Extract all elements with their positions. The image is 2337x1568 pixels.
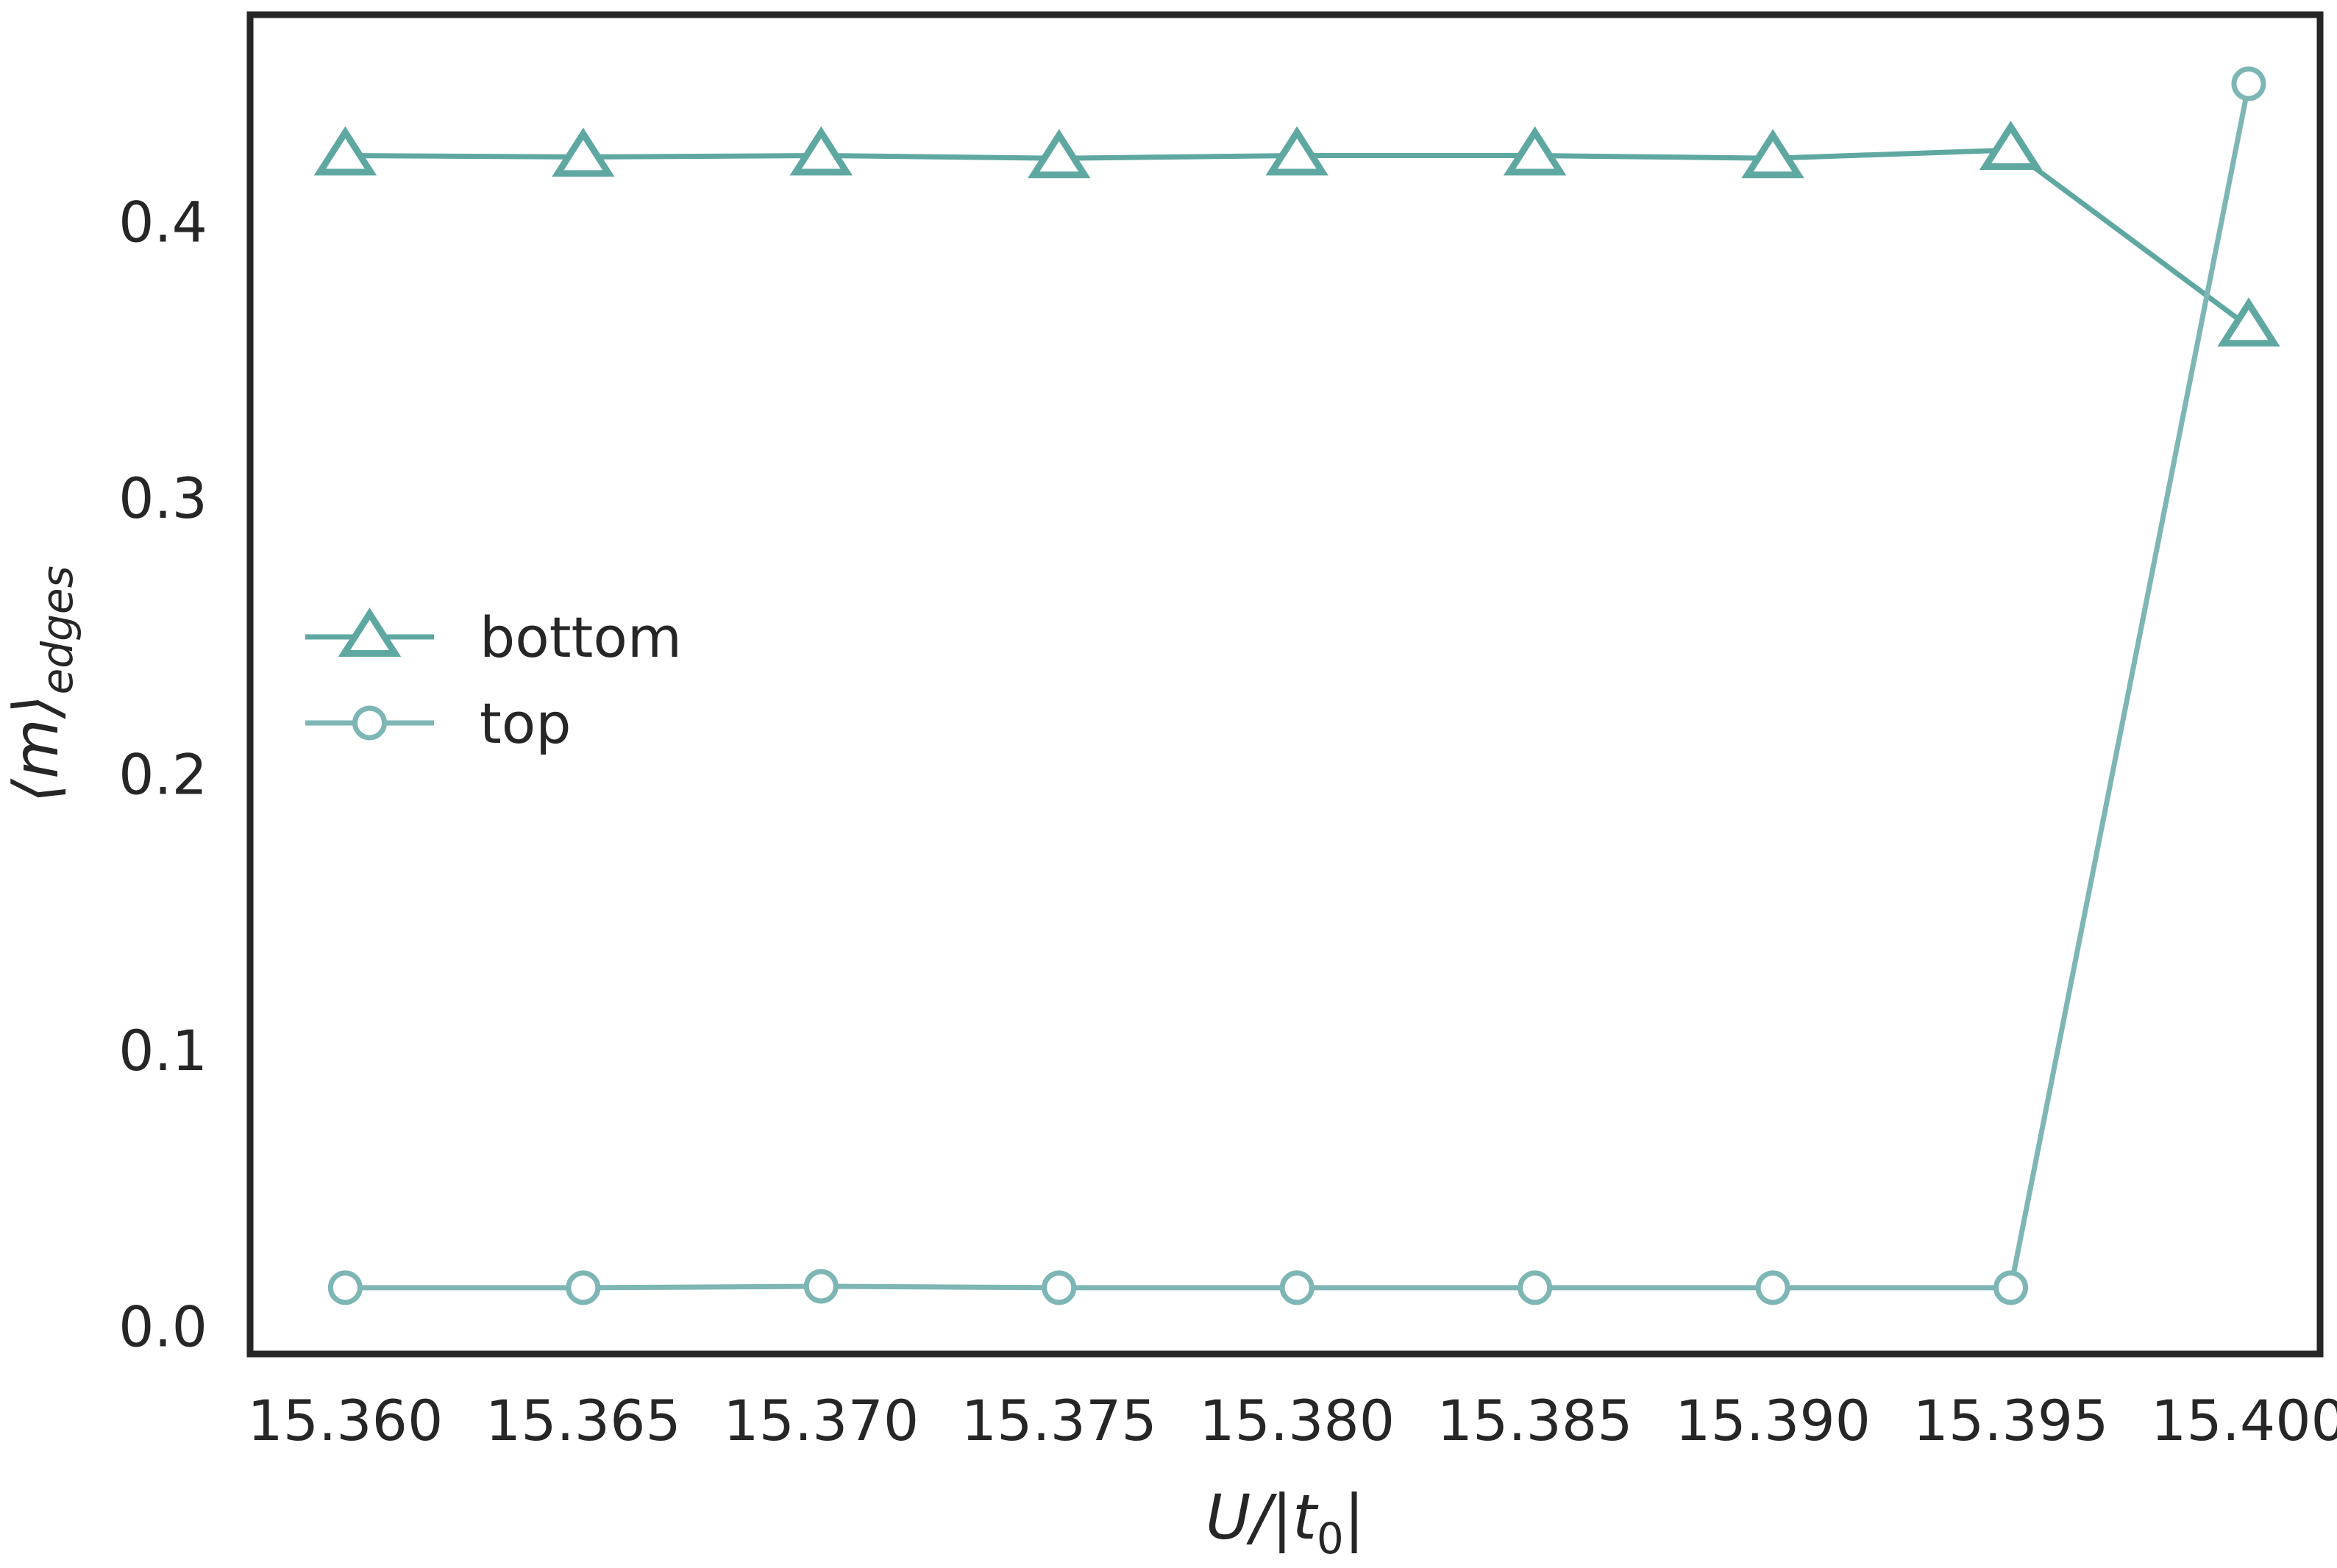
x-tick-label: 15.360 [247, 1388, 443, 1453]
x-tick-label: 15.395 [1913, 1388, 2109, 1453]
series-bottom [313, 121, 2280, 347]
data-point-bottom [789, 126, 853, 176]
x-tick-label: 15.365 [485, 1388, 681, 1453]
y-label-subscript: edges [32, 566, 82, 694]
y-tick-label: 0.3 [118, 466, 207, 531]
y-tick-label: 0.0 [118, 1294, 207, 1359]
x-tick-label: 15.370 [723, 1388, 919, 1453]
data-point-bottom [2217, 297, 2280, 347]
y-tick-label: 0.4 [118, 190, 207, 255]
plot-frame [246, 11, 2324, 1358]
legend-label: top [480, 691, 572, 756]
data-point-bottom [552, 127, 615, 177]
series-top [327, 66, 2266, 1305]
data-point-top [1279, 1270, 1315, 1305]
data-point-bottom [1265, 126, 1328, 176]
data-point-top [2231, 66, 2266, 101]
data-point-top [327, 1270, 363, 1305]
data-point-bottom [1503, 126, 1567, 176]
legend-item-bottom: bottom [305, 605, 682, 670]
y-axis-label: ⟨m⟩edges [0, 566, 82, 803]
series-layer [313, 66, 2280, 1305]
x-tick-labels: 15.360 15.365 15.370 15.375 15.380 15.385 15.3… [247, 1388, 2337, 1453]
data-point-top [1993, 1270, 2029, 1305]
x-tick-label: 15.390 [1675, 1388, 1871, 1453]
y-tick-label: 0.2 [118, 742, 207, 808]
legend-marker-circle [352, 705, 387, 741]
x-label-close: | [1344, 1481, 1365, 1553]
legend: bottom top [305, 605, 682, 756]
data-point-top [1042, 1270, 1077, 1305]
x-tick-label: 15.380 [1199, 1388, 1395, 1453]
x-axis-label: U/|t0| [1206, 1481, 1365, 1564]
y-tick-labels: 0.0 0.1 0.2 0.3 0.4 [118, 190, 207, 1360]
data-point-bottom [1028, 129, 1091, 179]
legend-marker-triangle [338, 607, 402, 657]
x-label-subscript: 0 [1317, 1514, 1344, 1564]
x-tick-label: 15.385 [1437, 1388, 1633, 1453]
data-point-top [1518, 1270, 1553, 1305]
y-label-main: ⟨m⟩ [0, 694, 72, 802]
x-tick-label: 15.400 [2151, 1388, 2337, 1453]
data-point-top [803, 1269, 839, 1304]
data-point-bottom [1741, 129, 1804, 179]
legend-item-top: top [305, 691, 572, 756]
x-label-main: U/|t [1206, 1481, 1319, 1553]
data-point-top [1755, 1270, 1790, 1305]
legend-label: bottom [480, 605, 682, 670]
x-tick-label: 15.375 [961, 1388, 1157, 1453]
data-point-bottom [1979, 121, 2043, 170]
data-point-bottom [313, 126, 377, 176]
data-point-top [566, 1270, 601, 1305]
y-tick-label: 0.1 [118, 1018, 207, 1083]
